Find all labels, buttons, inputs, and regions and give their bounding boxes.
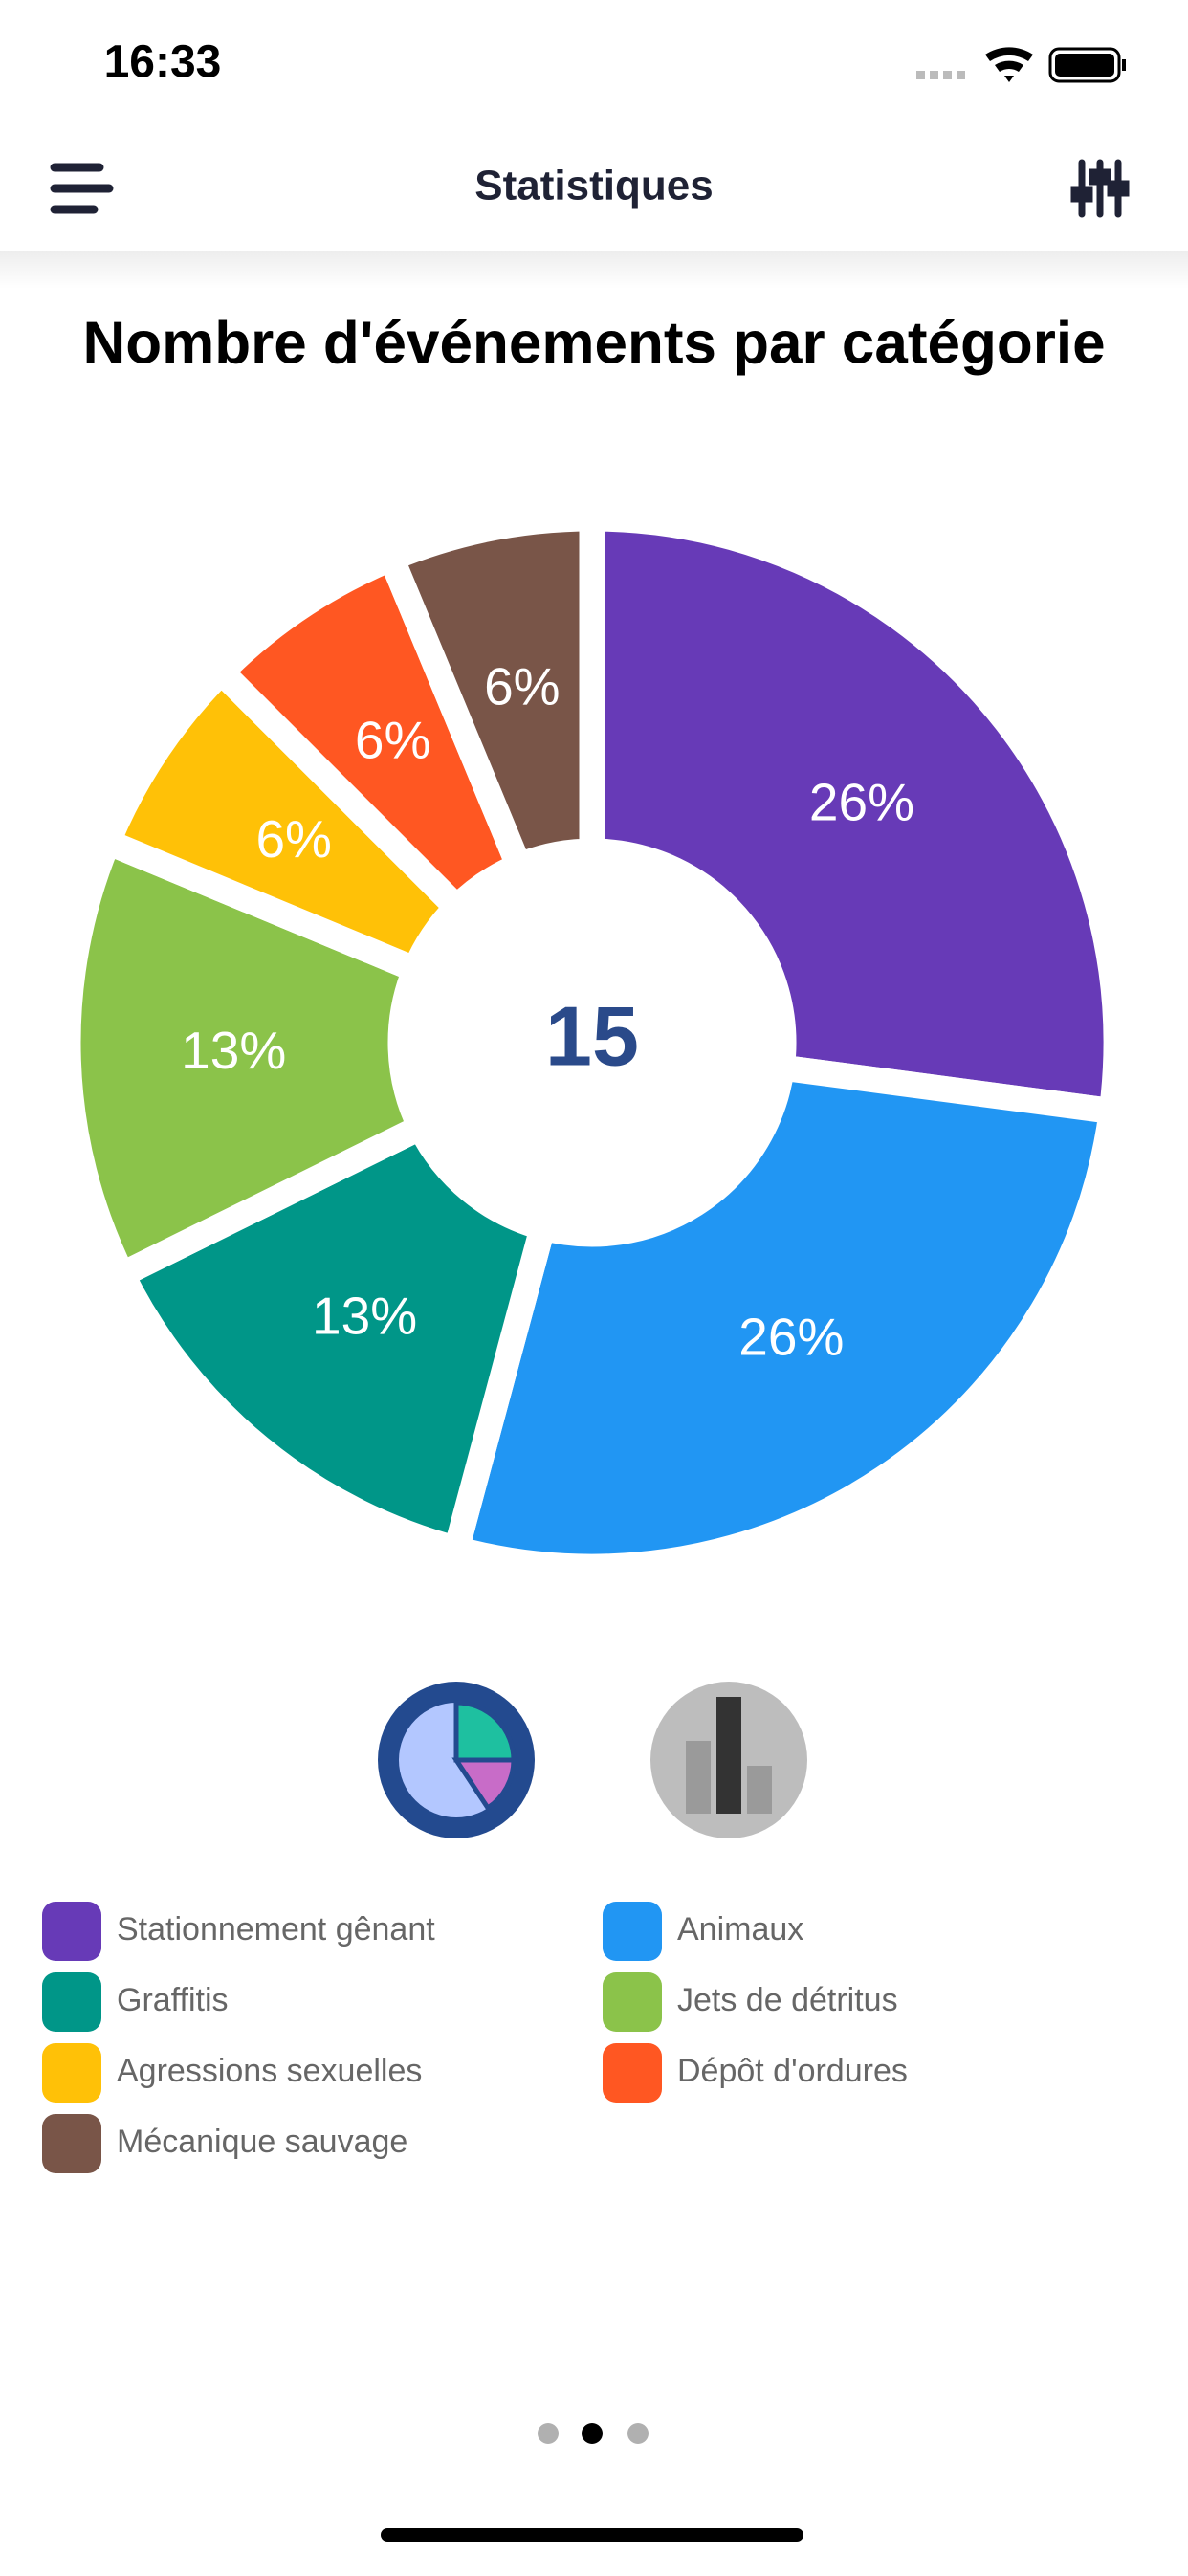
slice-label: 6% [484, 657, 561, 716]
legend-label: Animaux [677, 1911, 803, 1948]
menu-button[interactable] [50, 163, 114, 214]
signal [916, 71, 965, 79]
slice-label: 13% [181, 1021, 286, 1080]
legend-swatch [42, 1902, 101, 1961]
total-count: 15 [545, 988, 639, 1083]
battery-level [1055, 54, 1114, 77]
wifi-icon [985, 47, 1033, 82]
slice-label: 26% [738, 1307, 844, 1366]
page-dot-active[interactable] [582, 2423, 603, 2444]
bar-view-button[interactable] [650, 1682, 807, 1838]
donut-chart: 26% 26% 13% 13% 6% 6% 6% [55, 505, 1130, 1580]
page-dot[interactable] [538, 2423, 559, 2444]
legend-label: Graffitis [117, 1982, 229, 2018]
pie-slice [55, 825, 438, 1292]
legend-swatch [42, 2043, 101, 2103]
legend-label: Dépôt d'ordures [677, 2053, 908, 2089]
pie-slice [440, 1052, 1127, 1580]
battery-tip [1122, 59, 1126, 71]
nav-title: Statistiques [474, 163, 713, 209]
slice-label: 26% [809, 772, 914, 831]
pie-slice [579, 505, 1130, 1126]
pie-view-button[interactable] [378, 1682, 535, 1838]
slice-label: 6% [355, 711, 431, 770]
legend: Stationnement gênant Animaux Graffitis Jets… [42, 1902, 908, 2173]
legend-swatch [603, 1972, 662, 2032]
legend-swatch [42, 2114, 101, 2173]
nav-shadow [0, 251, 1188, 289]
pie-slice [374, 505, 605, 883]
slice-label: 13% [312, 1286, 417, 1345]
filter-button[interactable] [1070, 159, 1130, 218]
page-dot[interactable] [627, 2423, 649, 2444]
slice-label: 6% [255, 809, 332, 869]
home-indicator [381, 2528, 803, 2542]
legend-label: Mécanique sauvage [117, 2124, 407, 2160]
legend-label: Jets de détritus [677, 1982, 898, 2018]
status-time: 16:33 [104, 37, 222, 88]
legend-label: Agressions sexuelles [117, 2053, 422, 2089]
legend-label: Stationnement gênant [117, 1911, 435, 1948]
legend-swatch [42, 1972, 101, 2032]
chart-title: Nombre d'événements par catégorie [82, 310, 1105, 376]
legend-swatch [603, 1902, 662, 1961]
legend-swatch [603, 2043, 662, 2103]
battery [1048, 47, 1121, 83]
